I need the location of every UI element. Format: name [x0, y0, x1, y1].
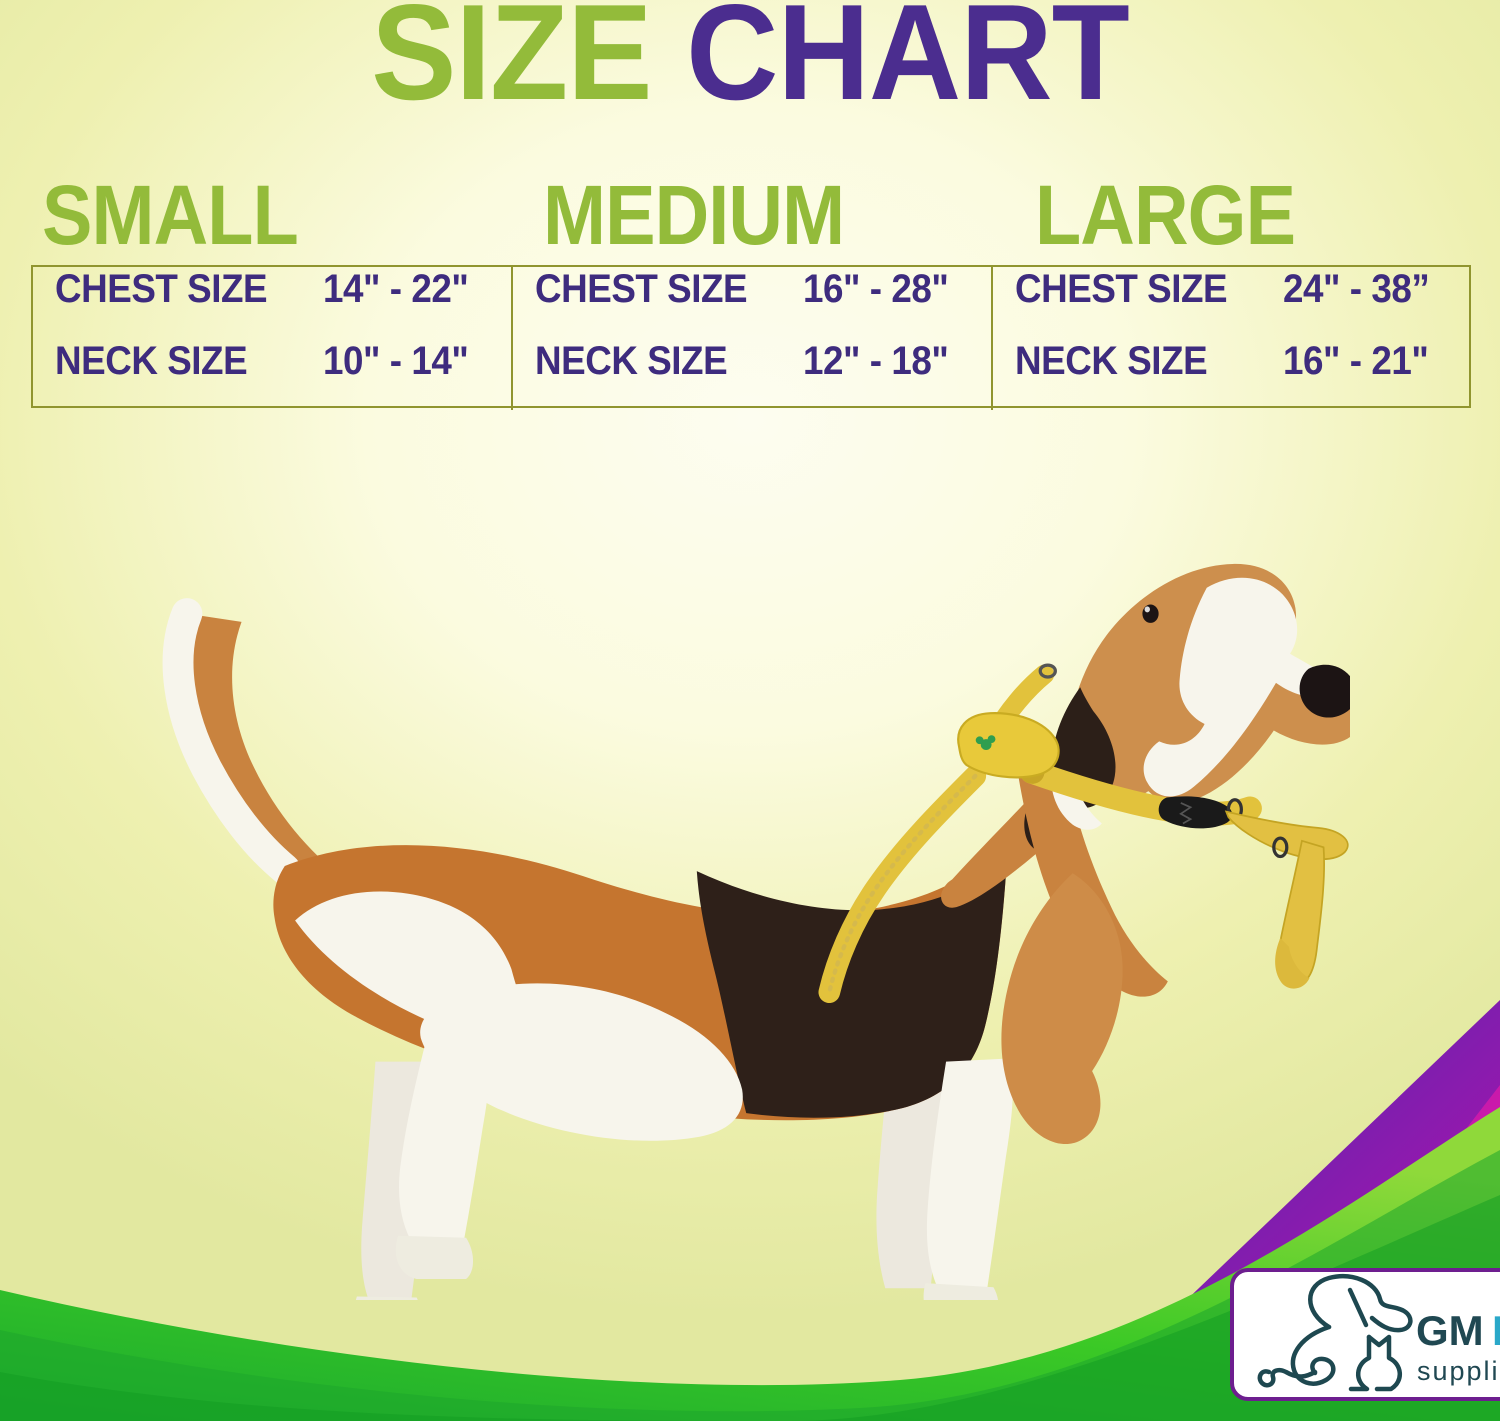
- svg-text:GM: GM: [1416, 1307, 1484, 1354]
- svg-text:supplies: supplies: [1417, 1356, 1500, 1386]
- svg-text:Pet: Pet: [1492, 1307, 1500, 1354]
